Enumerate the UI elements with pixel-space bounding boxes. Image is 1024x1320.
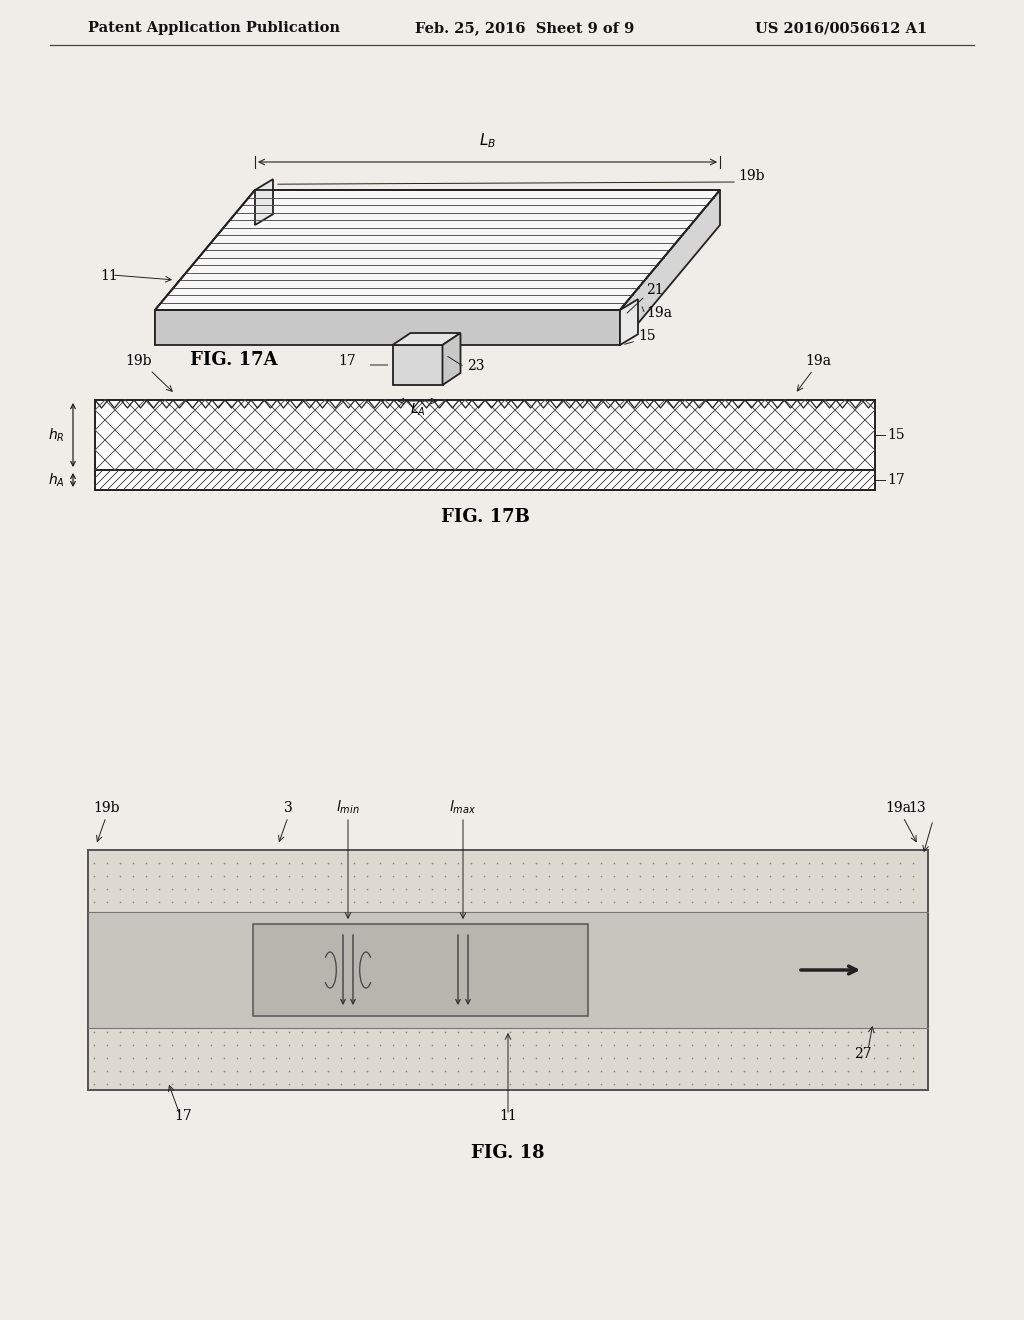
Polygon shape — [392, 345, 442, 385]
Text: 15: 15 — [638, 329, 655, 343]
Text: 17: 17 — [887, 473, 905, 487]
Polygon shape — [255, 180, 273, 224]
Text: 17: 17 — [339, 354, 356, 368]
Text: $L_A$: $L_A$ — [410, 403, 425, 418]
Text: Patent Application Publication: Patent Application Publication — [88, 21, 340, 36]
Text: 21: 21 — [646, 284, 664, 297]
Polygon shape — [155, 190, 255, 345]
Text: 19a: 19a — [805, 354, 831, 368]
Text: US 2016/0056612 A1: US 2016/0056612 A1 — [755, 21, 928, 36]
Text: 19b: 19b — [125, 354, 152, 368]
Text: FIG. 18: FIG. 18 — [471, 1144, 545, 1162]
Polygon shape — [620, 300, 638, 345]
Polygon shape — [620, 190, 720, 345]
Text: $L_B$: $L_B$ — [479, 131, 496, 150]
Text: $h_R$: $h_R$ — [48, 426, 65, 444]
Text: 23: 23 — [468, 359, 485, 374]
Bar — [95, 400, 874, 470]
Text: FIG. 17B: FIG. 17B — [440, 508, 529, 525]
Bar — [95, 400, 874, 470]
Text: 19b: 19b — [93, 801, 120, 814]
Bar — [253, 924, 588, 1016]
Text: 15: 15 — [887, 428, 904, 442]
Text: $l_{min}$: $l_{min}$ — [336, 799, 359, 816]
Text: 11: 11 — [499, 1109, 517, 1123]
Polygon shape — [155, 310, 620, 345]
Bar — [88, 850, 928, 1090]
Text: 19a: 19a — [885, 801, 911, 814]
Text: 27: 27 — [854, 1047, 871, 1061]
Polygon shape — [392, 333, 461, 345]
Text: 19a: 19a — [646, 306, 672, 321]
Text: Feb. 25, 2016  Sheet 9 of 9: Feb. 25, 2016 Sheet 9 of 9 — [415, 21, 634, 36]
Text: $h_A$: $h_A$ — [48, 471, 65, 488]
Bar — [95, 470, 874, 490]
Text: $l_{max}$: $l_{max}$ — [450, 799, 476, 816]
Bar — [95, 470, 874, 490]
Polygon shape — [442, 333, 461, 385]
Bar — [88, 912, 928, 1028]
Text: 17: 17 — [174, 1109, 191, 1123]
Text: 11: 11 — [100, 269, 118, 282]
Polygon shape — [155, 190, 720, 310]
Text: 19b: 19b — [738, 169, 765, 183]
Text: 3: 3 — [284, 801, 293, 814]
Text: 13: 13 — [908, 801, 926, 814]
Text: FIG. 17A: FIG. 17A — [190, 351, 278, 370]
Bar — [88, 850, 928, 1090]
